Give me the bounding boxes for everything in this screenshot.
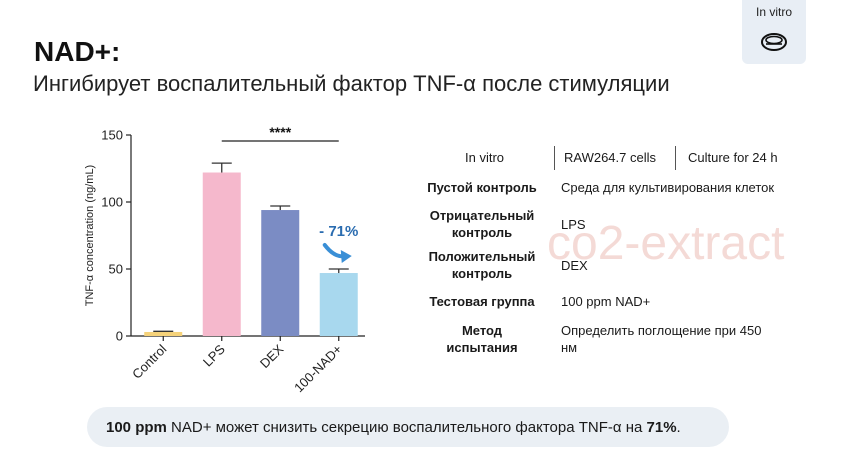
x-tick-label: Control xyxy=(129,341,169,381)
row-value-negative-control: LPS xyxy=(561,217,586,232)
table-header-cells: RAW264.7 cells xyxy=(564,150,656,165)
row-value-blank-control: Среда для культивирования клеток xyxy=(561,180,775,195)
y-tick-label: 100 xyxy=(101,195,123,210)
row-value-positive-control: DEX xyxy=(561,258,588,273)
bar-lps xyxy=(202,172,241,336)
header-divider xyxy=(554,146,555,170)
row-label-positive-control: Положительный контроль xyxy=(428,249,536,281)
summary-banner: 100 ppm NAD+ может снизить секрецию восп… xyxy=(87,407,729,447)
table-header-culture: Culture for 24 h xyxy=(688,150,778,165)
row-label-blank-control: Пустой контроль xyxy=(427,180,537,195)
x-tick-label: DEX xyxy=(257,341,287,371)
x-tick-label: LPS xyxy=(200,341,228,369)
arrow-head xyxy=(340,250,352,263)
bar-control xyxy=(144,331,183,336)
row-label-negative-control: Отрицательный контроль xyxy=(429,208,535,240)
y-tick-label: 150 xyxy=(101,128,123,143)
header-divider xyxy=(675,146,676,170)
reduction-annotation: - 71% xyxy=(319,223,358,240)
row-label-method: Метод испытания xyxy=(446,323,518,355)
y-tick-label: 50 xyxy=(109,262,123,277)
row-label-test-group: Тестовая группа xyxy=(429,294,535,309)
page-subtitle: Ингибирует воспалительный фактор TNF-α п… xyxy=(33,71,670,96)
bar-dex xyxy=(261,210,300,336)
row-value-test-group: 100 ppm NAD+ xyxy=(561,294,651,309)
y-tick-label: 0 xyxy=(116,329,123,344)
row-value-method: Определить поглощение при 450 нм xyxy=(561,323,762,355)
x-tick-label: 100-NAD+ xyxy=(291,342,345,396)
petri-dish-icon xyxy=(761,33,787,51)
bar-100-nad- xyxy=(319,273,358,336)
badge-label: In vitro xyxy=(755,5,792,19)
significance-label: **** xyxy=(269,124,291,140)
page-title: NAD+: xyxy=(34,36,121,67)
table-header-invitro: In vitro xyxy=(465,150,505,165)
summary-text: 100 ppm NAD+ может снизить секрецию восп… xyxy=(106,419,681,436)
in-vitro-badge: In vitro xyxy=(742,0,806,64)
y-axis-label: TNF-α concentration (ng/mL) xyxy=(84,165,96,306)
